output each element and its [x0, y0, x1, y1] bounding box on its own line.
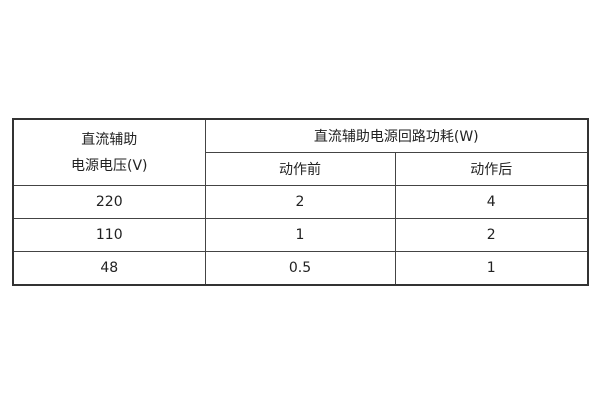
- cell-voltage: 110: [12, 218, 206, 252]
- header-voltage-line2: 电源电压(V): [70, 157, 148, 174]
- header-before: 动作前: [204, 152, 396, 186]
- table-row: 220 2 4: [12, 185, 589, 219]
- header-power-group: 直流辅助电源回路功耗(W): [204, 118, 589, 153]
- cell-before: 2: [204, 185, 396, 219]
- table-row: 48 0.5 1: [12, 251, 589, 286]
- header-after: 动作后: [394, 152, 589, 186]
- cell-voltage: 48: [12, 251, 206, 286]
- header-row-2: 动作前 动作后: [13, 152, 589, 186]
- cell-after: 1: [394, 251, 589, 286]
- cell-after: 2: [394, 218, 589, 252]
- table-row: 110 1 2: [12, 218, 589, 252]
- cell-before: 0.5: [204, 251, 396, 286]
- header-voltage-line1: 直流辅助: [81, 131, 138, 148]
- header-voltage: 直流辅助 电源电压(V): [12, 118, 206, 186]
- cell-voltage: 220: [12, 185, 206, 219]
- header-row-1: 直流辅助 电源电压(V) 直流辅助电源回路功耗(W): [12, 118, 589, 186]
- cell-before: 1: [204, 218, 396, 252]
- power-consumption-table: 直流辅助 电源电压(V) 直流辅助电源回路功耗(W) 动作前 动作后 220 2…: [12, 118, 589, 286]
- cell-after: 4: [394, 185, 589, 219]
